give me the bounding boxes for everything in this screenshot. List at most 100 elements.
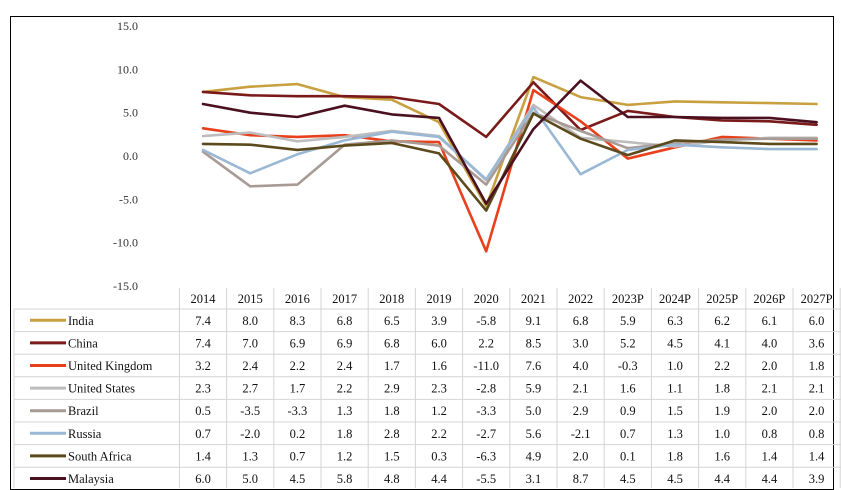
data-cell: 8.0 bbox=[242, 314, 258, 328]
data-cell: 8.5 bbox=[526, 336, 542, 350]
data-cell: -2.7 bbox=[476, 427, 496, 441]
legend-label-malaysia: Malaysia bbox=[68, 472, 114, 486]
data-cell: 4.8 bbox=[384, 472, 400, 486]
data-cell: 6.0 bbox=[809, 314, 825, 328]
x-category-label: 2017 bbox=[332, 292, 357, 306]
data-cell: 1.2 bbox=[337, 449, 353, 463]
data-cell: -0.3 bbox=[618, 359, 638, 373]
data-cell: 3.6 bbox=[809, 336, 825, 350]
data-cell: 3.2 bbox=[195, 359, 211, 373]
y-tick-label: -5.0 bbox=[119, 192, 138, 206]
x-category-label: 2022 bbox=[568, 292, 593, 306]
data-cell: 0.8 bbox=[809, 427, 825, 441]
x-category-label: 2015 bbox=[238, 292, 263, 306]
data-cell: 1.8 bbox=[337, 427, 353, 441]
data-cell: 4.0 bbox=[573, 359, 589, 373]
data-cell: 6.9 bbox=[337, 336, 353, 350]
data-cell: 2.2 bbox=[478, 336, 494, 350]
data-cell: 2.9 bbox=[384, 382, 400, 396]
series-line-south-africa bbox=[201, 112, 818, 212]
y-tick-label: 15.0 bbox=[117, 19, 138, 33]
series-line-brazil bbox=[201, 111, 818, 188]
legend-label-brazil: Brazil bbox=[68, 404, 99, 418]
data-cell: 3.9 bbox=[809, 472, 825, 486]
data-cell: 6.9 bbox=[290, 336, 306, 350]
data-cell: 5.9 bbox=[526, 382, 542, 396]
data-cell: -5.5 bbox=[476, 472, 496, 486]
data-cell: 1.8 bbox=[714, 382, 730, 396]
x-category-label: 2021 bbox=[521, 292, 546, 306]
data-cell: 0.3 bbox=[431, 449, 447, 463]
data-cell: 6.5 bbox=[384, 314, 400, 328]
x-category-label: 2016 bbox=[285, 292, 310, 306]
data-cell: 0.7 bbox=[195, 427, 211, 441]
legend-label-russia: Russia bbox=[68, 427, 102, 441]
data-cell: 2.9 bbox=[573, 404, 589, 418]
data-cell: 1.6 bbox=[431, 359, 447, 373]
x-category-label: 2018 bbox=[379, 292, 404, 306]
data-cell: 9.1 bbox=[526, 314, 542, 328]
data-cell: 6.3 bbox=[667, 314, 683, 328]
series-line-china bbox=[201, 81, 818, 139]
data-cell: 3.9 bbox=[431, 314, 447, 328]
data-cell: 6.0 bbox=[431, 336, 447, 350]
data-cell: 2.2 bbox=[431, 427, 447, 441]
x-category-label: 2024P bbox=[659, 292, 691, 306]
data-cell: 3.1 bbox=[526, 472, 542, 486]
data-cell: 1.7 bbox=[290, 382, 306, 396]
data-cell: 8.3 bbox=[290, 314, 306, 328]
data-cell: 2.2 bbox=[290, 359, 306, 373]
data-cell: -2.1 bbox=[571, 427, 591, 441]
data-cell: -2.0 bbox=[240, 427, 260, 441]
y-tick-label: 0.0 bbox=[123, 149, 138, 163]
data-cell: -5.8 bbox=[476, 314, 496, 328]
data-cell: 1.0 bbox=[714, 427, 730, 441]
data-cell: 1.4 bbox=[809, 449, 825, 463]
data-cell: 1.8 bbox=[384, 404, 400, 418]
data-cell: 2.2 bbox=[337, 382, 353, 396]
data-cell: 0.9 bbox=[620, 404, 636, 418]
data-cell: 1.3 bbox=[337, 404, 353, 418]
data-cell: 2.8 bbox=[384, 427, 400, 441]
data-cell: 6.2 bbox=[714, 314, 730, 328]
y-tick-label: -10.0 bbox=[113, 236, 138, 250]
data-cell: 1.5 bbox=[667, 404, 683, 418]
x-category-label: 2023P bbox=[612, 292, 644, 306]
data-cell: 4.5 bbox=[667, 472, 683, 486]
chart-frame bbox=[10, 16, 834, 490]
data-cell: 2.2 bbox=[714, 359, 730, 373]
y-tick-label: 5.0 bbox=[123, 106, 138, 120]
data-cell: 1.2 bbox=[431, 404, 447, 418]
data-cell: 5.2 bbox=[620, 336, 636, 350]
data-cell: 4.4 bbox=[762, 472, 778, 486]
data-cell: 7.0 bbox=[242, 336, 258, 350]
data-cell: 6.8 bbox=[384, 336, 400, 350]
data-cell: 6.8 bbox=[573, 314, 589, 328]
x-category-label: 2027P bbox=[801, 292, 833, 306]
legend-label-united-states: United States bbox=[68, 382, 135, 396]
data-cell: 0.7 bbox=[290, 449, 306, 463]
legend-label-south-africa: South Africa bbox=[68, 449, 132, 463]
data-cell: 5.8 bbox=[337, 472, 353, 486]
data-cell: 4.4 bbox=[431, 472, 447, 486]
data-cell: 5.0 bbox=[526, 404, 542, 418]
data-cell: 0.5 bbox=[195, 404, 211, 418]
data-cell: 1.5 bbox=[384, 449, 400, 463]
data-cell: 1.7 bbox=[384, 359, 400, 373]
y-tick-label: 10.0 bbox=[117, 62, 138, 76]
legend-label-china: China bbox=[68, 336, 98, 350]
data-cell: 4.1 bbox=[714, 336, 730, 350]
data-cell: 1.4 bbox=[195, 449, 211, 463]
data-cell: -3.3 bbox=[476, 404, 496, 418]
data-cell: 4.5 bbox=[667, 336, 683, 350]
data-cell: 0.7 bbox=[620, 427, 636, 441]
data-cell: -3.5 bbox=[240, 404, 260, 418]
series-line-malaysia bbox=[201, 79, 818, 205]
legend-label-united-kingdom: United Kingdom bbox=[68, 359, 153, 373]
data-cell: 2.7 bbox=[242, 382, 258, 396]
series-line-russia bbox=[201, 106, 818, 181]
data-cell: 1.8 bbox=[667, 449, 683, 463]
data-cell: 8.7 bbox=[573, 472, 589, 486]
x-category-label: 2026P bbox=[753, 292, 785, 306]
